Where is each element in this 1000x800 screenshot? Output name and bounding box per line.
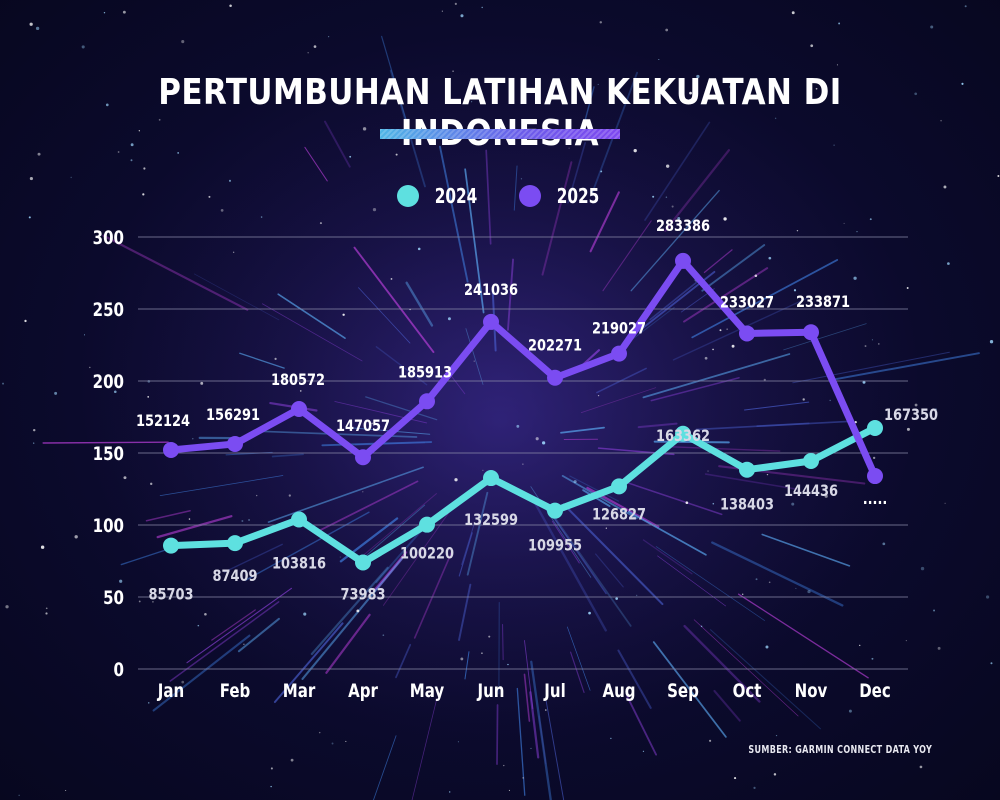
legend-label: 2025 xyxy=(556,184,600,208)
data-point-marker xyxy=(291,511,307,528)
data-label-2024: 144436 xyxy=(784,481,838,500)
y-tick-label: 250 xyxy=(93,299,124,321)
data-point-marker xyxy=(611,478,627,495)
x-tick-label: Jun xyxy=(477,680,505,702)
series-line xyxy=(167,424,879,566)
data-point-marker xyxy=(163,537,179,554)
series-2025 xyxy=(163,252,883,485)
series-line xyxy=(167,257,879,480)
y-tick-label: 200 xyxy=(93,371,124,393)
x-tick-label: Aug xyxy=(602,680,635,702)
gridlines xyxy=(138,236,908,670)
x-tick-label: Jul xyxy=(543,680,565,702)
data-label-2025: ..... xyxy=(863,489,888,508)
data-point-marker xyxy=(483,470,499,487)
legend-dot-icon xyxy=(396,185,419,207)
data-label-2024: 132599 xyxy=(464,510,518,529)
data-point-marker xyxy=(419,516,435,533)
x-axis: Jan Feb Mar Apr May Jun Jul Aug Sep Oct Nov Dec xyxy=(157,680,891,702)
data-label-2024: 126827 xyxy=(592,505,646,524)
y-tick-label: 150 xyxy=(93,443,124,465)
data-label-2025: 185913 xyxy=(398,363,452,382)
x-tick-label: Oct xyxy=(733,680,762,702)
y-axis: 0 50 100 150 200 250 300 xyxy=(93,227,124,681)
series-layer xyxy=(163,252,883,571)
legend-dot-icon xyxy=(519,185,541,207)
y-tick-label: 0 xyxy=(114,659,124,681)
legend-item-2025: 2025 xyxy=(519,184,603,208)
data-label-2024: 109955 xyxy=(528,536,582,555)
legend-label: 2024 xyxy=(434,184,478,208)
data-point-marker xyxy=(867,420,883,437)
data-labels: 152124 156291 180572 147057 185913 241036 2022… xyxy=(136,216,938,604)
data-label-2025: 180572 xyxy=(271,370,325,389)
data-label-2025: 233027 xyxy=(720,293,774,312)
data-label-2025: 283386 xyxy=(656,216,710,235)
data-point-marker xyxy=(355,554,371,571)
x-tick-label: Sep xyxy=(667,680,699,702)
data-point-marker xyxy=(675,252,691,269)
data-point-marker xyxy=(867,468,883,485)
data-point-marker xyxy=(611,345,627,362)
legend: 2024 2025 xyxy=(0,184,1000,208)
data-label-2024: 163362 xyxy=(656,426,710,445)
data-point-marker xyxy=(675,425,691,442)
data-label-2025: 241036 xyxy=(464,280,518,299)
data-label-2025: 202271 xyxy=(528,336,582,355)
data-point-marker xyxy=(547,369,563,386)
data-point-marker xyxy=(803,324,819,341)
x-tick-label: Nov xyxy=(795,680,828,702)
title-underline-bar xyxy=(380,129,620,139)
data-point-marker xyxy=(419,393,435,410)
data-label-2024: 167350 xyxy=(884,405,938,424)
data-point-marker xyxy=(739,325,755,342)
data-point-marker xyxy=(547,502,563,519)
data-label-2025: 152124 xyxy=(136,411,190,430)
legend-item-2024: 2024 xyxy=(396,184,481,208)
data-label-2024: 73983 xyxy=(340,585,385,604)
data-label-2024: 103816 xyxy=(272,554,326,573)
y-tick-label: 300 xyxy=(93,227,124,249)
data-label-2024: 85703 xyxy=(148,585,193,604)
data-point-marker xyxy=(227,435,243,452)
data-label-2025: 233871 xyxy=(796,293,850,312)
x-tick-label: Feb xyxy=(220,680,251,702)
y-tick-label: 50 xyxy=(103,587,124,609)
data-label-2025: 147057 xyxy=(336,417,390,436)
series-2024 xyxy=(163,420,883,571)
data-label-2025: 156291 xyxy=(206,405,260,424)
data-point-marker xyxy=(291,400,307,417)
x-tick-label: Dec xyxy=(859,680,891,702)
data-point-marker xyxy=(227,535,243,552)
data-label-2024: 87409 xyxy=(212,566,257,585)
source-note: SUMBER: GARMIN CONNECT DATA YOY xyxy=(748,744,932,756)
data-point-marker xyxy=(803,453,819,470)
data-label-2024: 138403 xyxy=(720,495,774,514)
y-tick-label: 100 xyxy=(93,515,124,537)
data-point-marker xyxy=(739,461,755,478)
x-tick-label: Mar xyxy=(283,680,316,702)
data-point-marker xyxy=(483,313,499,330)
x-tick-label: May xyxy=(410,680,445,702)
data-label-2024: 100220 xyxy=(400,544,454,563)
x-tick-label: Apr xyxy=(348,680,378,702)
data-point-marker xyxy=(163,441,179,458)
x-tick-label: Jan xyxy=(157,680,184,702)
data-label-2025: 219027 xyxy=(592,319,646,338)
data-point-marker xyxy=(355,449,371,466)
